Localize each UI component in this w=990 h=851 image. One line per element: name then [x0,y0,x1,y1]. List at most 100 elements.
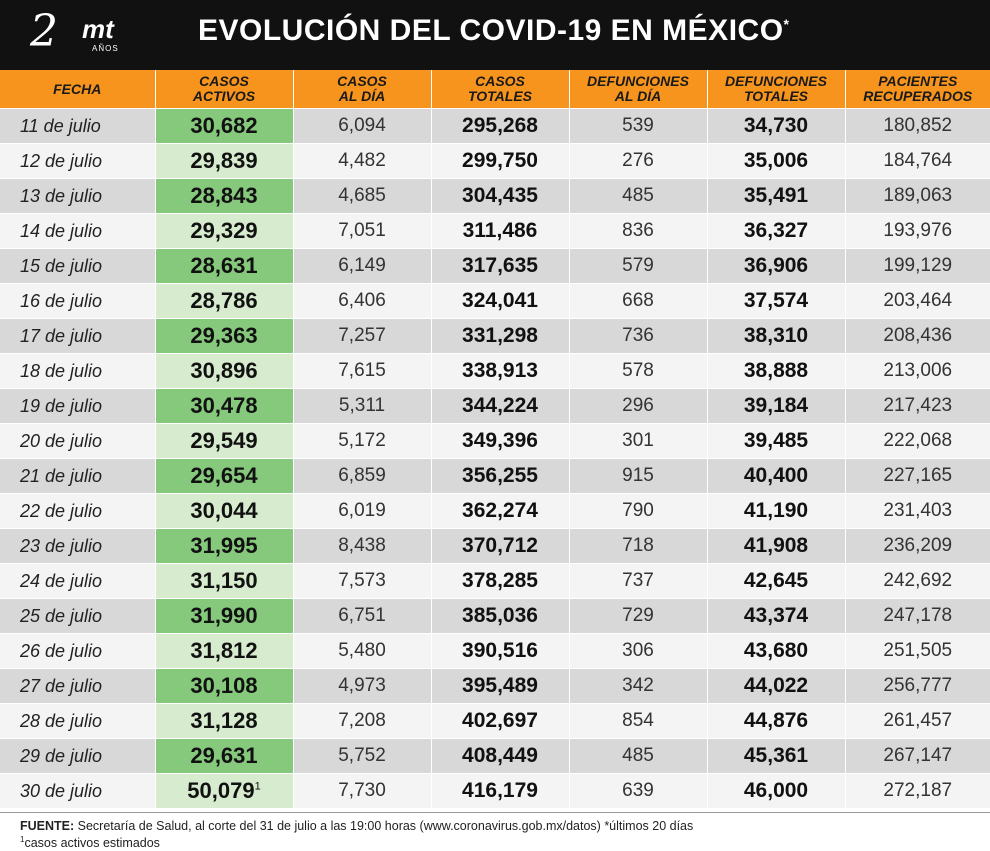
recovered-cell: 267,147 [845,738,990,774]
total-deaths-cell: 41,908 [707,528,846,564]
recovered-cell: 256,777 [845,668,990,704]
daily-deaths-cell-value: 729 [622,605,654,626]
total-cases-cell: 385,036 [431,598,570,634]
column-header: CASOS AL DÍA [293,70,432,109]
recovered-cell-value: 256,777 [883,675,953,696]
total-cases-cell-value: 317,635 [462,254,538,277]
daily-cases-cell-value: 7,573 [338,570,386,591]
table-row: 15 de julio 28,631 6,149 317,635 579 36,906 19… [0,248,990,284]
daily-cases-cell-value: 5,172 [338,430,386,451]
total-deaths-cell-value: 39,184 [743,394,809,417]
total-deaths-cell-value: 36,906 [743,254,809,277]
daily-deaths-cell: 854 [569,703,708,739]
daily-deaths-cell: 915 [569,458,708,494]
daily-cases-cell: 5,480 [293,633,432,669]
column-header-line: CASOS [475,73,525,89]
estimate-mark: 1 [254,780,261,793]
daily-cases-cell: 5,752 [293,738,432,774]
table-row: 26 de julio 31,812 5,480 390,516 306 43,680 25… [0,633,990,669]
total-deaths-cell-value: 37,574 [743,289,809,312]
column-header-line: ACTIVOS [192,88,256,104]
date-cell-value: 13 de julio [20,185,103,206]
daily-cases-cell-value: 4,973 [338,675,386,696]
total-cases-cell-value: 295,268 [462,114,538,137]
recovered-cell-value: 247,178 [883,605,953,626]
total-deaths-cell-value: 39,485 [743,429,809,452]
daily-deaths-cell-value: 639 [622,780,654,801]
total-deaths-cell: 39,184 [707,388,846,424]
table-body: 11 de julio 30,682 6,094 295,268 539 34,730 18… [0,108,990,808]
daily-deaths-cell-value: 485 [622,745,654,766]
daily-deaths-cell: 539 [569,108,708,144]
daily-deaths-cell: 790 [569,493,708,529]
daily-cases-cell: 7,573 [293,563,432,599]
daily-cases-cell: 4,482 [293,143,432,179]
recovered-cell-value: 208,436 [883,325,953,346]
active-cases-cell-value: 28,786 [190,288,258,313]
daily-cases-cell: 7,730 [293,773,432,808]
daily-cases-cell: 4,685 [293,178,432,214]
date-cell-value: 14 de julio [20,220,103,241]
total-deaths-cell-value: 38,310 [743,324,809,347]
table-row: 21 de julio 29,654 6,859 356,255 915 40,400 22… [0,458,990,494]
active-cases-cell: 29,631 [155,738,294,774]
daily-deaths-cell-value: 485 [622,185,654,206]
recovered-cell-value: 227,165 [883,465,953,486]
date-cell-value: 30 de julio [20,780,103,801]
total-deaths-cell: 34,730 [707,108,846,144]
column-header: FECHA [0,70,156,109]
daily-cases-cell: 7,615 [293,353,432,389]
table-row: 23 de julio 31,995 8,438 370,712 718 41,908 23… [0,528,990,564]
daily-deaths-cell: 579 [569,248,708,284]
daily-cases-cell-value: 6,751 [338,605,386,626]
source-text: Secretaría de Salud, al corte del 31 de … [74,819,694,833]
daily-cases-cell: 5,172 [293,423,432,459]
date-cell: 20 de julio [0,423,156,459]
total-deaths-cell: 44,022 [707,668,846,704]
source-note: FUENTE: Secretaría de Salud, al corte de… [20,819,693,833]
column-header-line: DEFUNCIONES [587,73,689,89]
total-cases-cell: 395,489 [431,668,570,704]
date-cell: 16 de julio [0,283,156,319]
daily-deaths-cell: 639 [569,773,708,808]
daily-deaths-cell: 485 [569,738,708,774]
total-deaths-cell-value: 44,022 [743,674,809,697]
daily-deaths-cell-value: 915 [622,465,654,486]
daily-cases-cell-value: 4,482 [338,150,386,171]
daily-deaths-cell-value: 737 [622,570,654,591]
source-label: FUENTE: [20,819,75,833]
date-cell-value: 26 de julio [20,640,103,661]
recovered-cell-value: 203,464 [883,290,953,311]
table-row: 18 de julio 30,896 7,615 338,913 578 38,888 21… [0,353,990,389]
active-cases-cell: 29,329 [155,213,294,249]
total-deaths-cell: 36,906 [707,248,846,284]
column-header-line: DEFUNCIONES [725,73,827,89]
total-deaths-cell: 41,190 [707,493,846,529]
total-cases-cell: 356,255 [431,458,570,494]
date-cell-value: 27 de julio [20,675,103,696]
total-deaths-cell: 45,361 [707,738,846,774]
daily-cases-cell: 6,149 [293,248,432,284]
date-cell-value: 16 de julio [20,290,103,311]
total-cases-cell: 344,224 [431,388,570,424]
recovered-cell-value: 251,505 [883,640,953,661]
daily-cases-cell: 4,973 [293,668,432,704]
daily-deaths-cell-value: 578 [622,360,654,381]
date-cell: 19 de julio [0,388,156,424]
total-cases-cell: 295,268 [431,108,570,144]
active-cases-cell-value: 29,631 [190,743,258,768]
total-cases-cell-value: 416,179 [462,779,538,802]
daily-cases-cell-value: 7,208 [338,710,386,731]
recovered-cell: 251,505 [845,633,990,669]
logo-brand: mt [82,14,114,44]
daily-cases-cell-value: 7,615 [338,360,386,381]
column-header: CASOS TOTALES [431,70,570,109]
recovered-cell-value: 242,692 [883,570,953,591]
table-row: 19 de julio 30,478 5,311 344,224 296 39,184 21… [0,388,990,424]
recovered-cell-value: 193,976 [883,220,953,241]
logo: 2 mt AÑOS [30,6,140,64]
date-cell: 24 de julio [0,563,156,599]
total-deaths-cell-value: 40,400 [743,464,809,487]
date-cell: 22 de julio [0,493,156,529]
daily-cases-cell: 7,208 [293,703,432,739]
